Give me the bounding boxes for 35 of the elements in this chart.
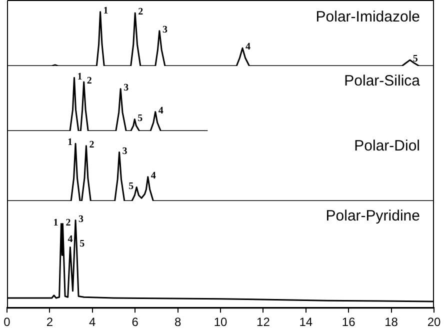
x-tick-label: 18 (384, 315, 398, 330)
chart-title: Polar-Pyridine (326, 208, 420, 225)
chart-title: Polar-Imidazole (316, 8, 420, 26)
x-tick-label: 14 (299, 315, 313, 330)
annotation: 5 (138, 112, 143, 124)
x-tick-label: 2 (46, 315, 54, 330)
annotation: 2 (86, 76, 92, 87)
chart-title: Polar-Diol (354, 138, 420, 155)
chart-title: Polar-Silica (344, 72, 421, 90)
x-tick-label: 4 (89, 315, 96, 330)
x-tick-label: 6 (132, 315, 139, 330)
annotation: 4 (245, 42, 250, 53)
annotation: 4 (150, 170, 156, 182)
annotation: 4 (158, 105, 164, 116)
annotation: 5 (412, 54, 418, 65)
annotation: 1 (77, 71, 82, 82)
x-tick-label: 10 (214, 315, 228, 330)
annotation: 2 (89, 139, 94, 150)
annotation: 2 (66, 217, 71, 228)
x-tick-label: 8 (174, 315, 182, 330)
annotation: 3 (78, 214, 84, 225)
annotation: 5 (128, 180, 134, 192)
x-tick-label: 12 (256, 315, 270, 330)
annotation: 1 (68, 137, 73, 148)
annotation: 3 (124, 82, 129, 94)
annotation: 1 (53, 217, 58, 228)
annotation: 3 (122, 146, 128, 157)
annotation: 3 (162, 24, 168, 36)
annotation: 1 (103, 5, 108, 16)
annotation: 2 (138, 6, 144, 18)
annotation: 4 (68, 234, 73, 245)
x-tick-label: 16 (342, 315, 356, 330)
annotation: 5 (80, 238, 85, 250)
x-tick-label: 20 (427, 315, 441, 330)
x-tick-label: 0 (4, 315, 11, 330)
